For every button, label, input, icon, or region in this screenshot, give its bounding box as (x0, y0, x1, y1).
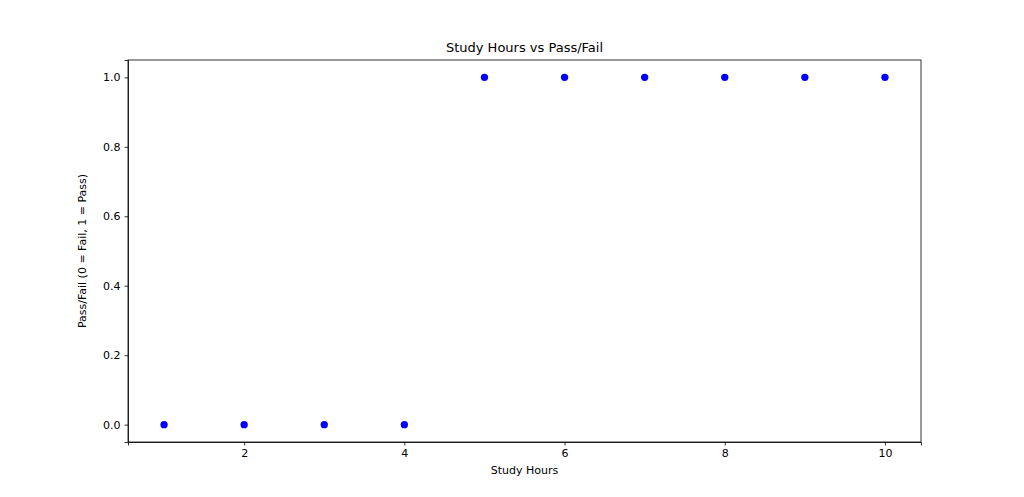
y-tick-label: 0.8 (103, 141, 121, 154)
x-tick-mark (244, 442, 245, 446)
y-tick-label: 1.0 (103, 71, 121, 84)
x-tick-mark (565, 442, 566, 446)
x-tick: 2 (241, 442, 248, 460)
y-tick-mark (125, 355, 129, 356)
x-tick-mark (885, 442, 886, 446)
y-tick: 0.8 (103, 141, 128, 154)
plot-frame (128, 60, 921, 442)
y-tick: 0.6 (103, 210, 128, 223)
y-tick-mark (125, 286, 129, 287)
chart: 2 4 6 8 10 0.0 0.2 0.4 0.6 0.8 1.0 Study Hours vs P… (0, 0, 1024, 497)
point (801, 74, 808, 81)
y-tick: 0.2 (103, 349, 128, 362)
x-tick-label: 4 (401, 447, 408, 460)
y-tick-label: 0.6 (103, 210, 121, 223)
y-tick-mark (125, 425, 129, 426)
y-tick-mark (125, 216, 129, 217)
x-tick-label: 2 (241, 447, 248, 460)
point (881, 74, 888, 81)
y-tick: 0.4 (103, 280, 128, 293)
x-axis-line (129, 443, 922, 446)
x-axis: 2 4 6 8 10 (129, 442, 922, 460)
marks (160, 74, 888, 429)
point (240, 421, 247, 428)
x-tick-label: 8 (722, 447, 729, 460)
x-tick: 10 (878, 442, 892, 460)
y-axis-line (125, 61, 129, 443)
point (641, 74, 648, 81)
x-tick: 6 (562, 442, 569, 460)
x-tick-label: 10 (878, 447, 892, 460)
point (481, 74, 488, 81)
y-tick: 1.0 (103, 71, 128, 84)
title: Study Hours vs Pass/Fail (446, 40, 603, 55)
y-tick: 0.0 (103, 419, 128, 432)
x-axis-title: Study Hours (491, 464, 559, 477)
point (561, 74, 568, 81)
x-tick-label: 6 (562, 447, 569, 460)
y-tick-mark (125, 77, 129, 78)
y-tick-label: 0.0 (103, 419, 121, 432)
y-axis: 0.0 0.2 0.4 0.6 0.8 1.0 (103, 61, 129, 443)
x-tick: 8 (722, 442, 729, 460)
x-tick: 4 (401, 442, 408, 460)
x-tick-mark (725, 442, 726, 446)
point (401, 421, 408, 428)
point (321, 421, 328, 428)
point (160, 421, 167, 428)
point (721, 74, 728, 81)
y-tick-mark (125, 147, 129, 148)
x-tick-mark (404, 442, 405, 446)
y-axis-title: Pass/Fail (0 = Fail, 1 = Pass) (76, 174, 89, 328)
y-tick-label: 0.4 (103, 280, 121, 293)
y-tick-label: 0.2 (103, 349, 121, 362)
plot-area: 2 4 6 8 10 0.0 0.2 0.4 0.6 0.8 1.0 (103, 60, 922, 460)
